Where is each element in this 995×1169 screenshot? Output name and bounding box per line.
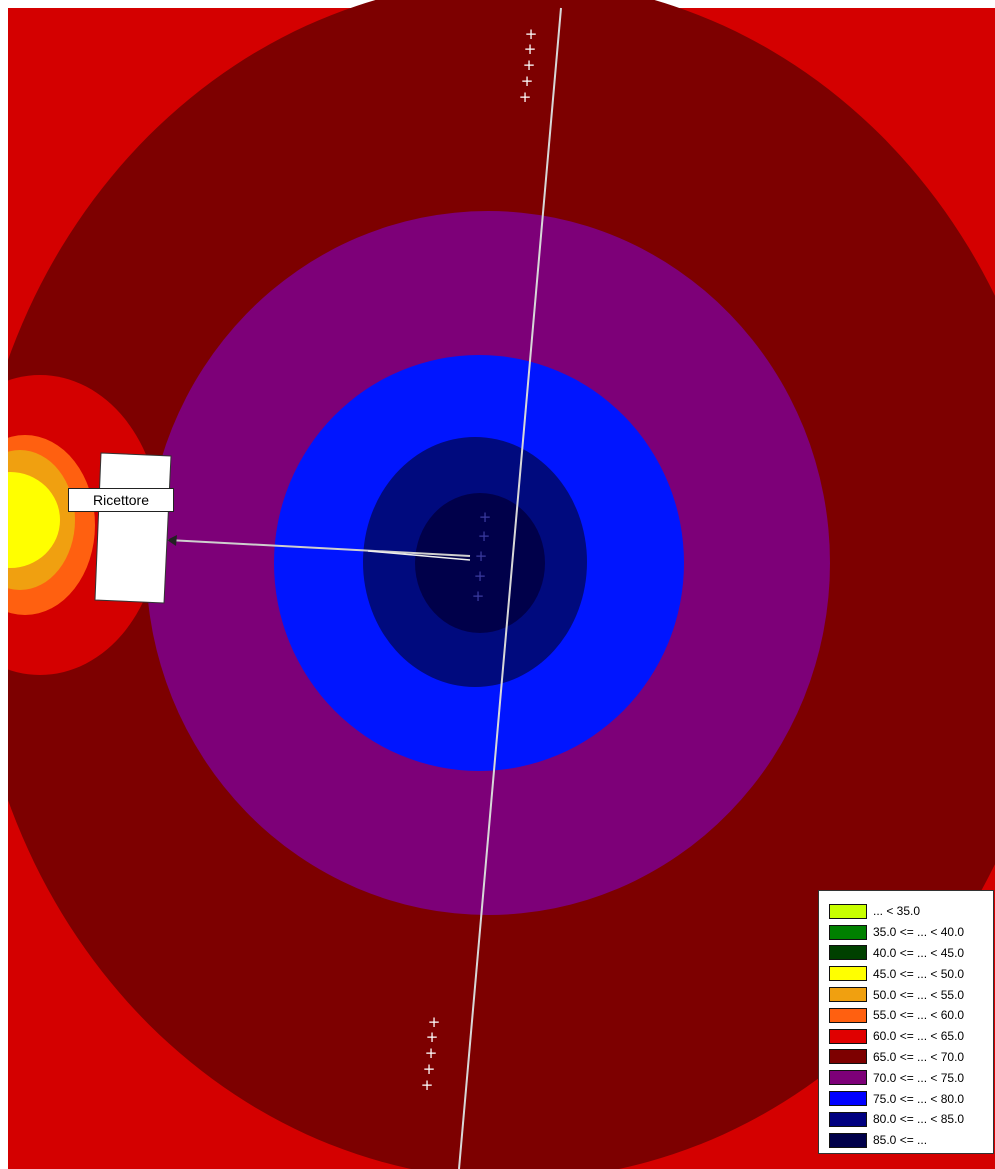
contour-band-45-50 xyxy=(0,472,60,568)
legend-item: 35.0 <= ... < 40.0 xyxy=(829,922,993,943)
source-marker: + xyxy=(524,40,537,58)
legend-swatch xyxy=(829,966,867,982)
source-markers-bottom: +++++ xyxy=(421,1013,441,1094)
source-marker: + xyxy=(423,1060,436,1078)
legend-item: 85.0 <= ... xyxy=(829,1130,993,1151)
legend-item: 60.0 <= ... < 65.0 xyxy=(829,1026,993,1047)
legend-item: 65.0 <= ... < 70.0 xyxy=(829,1047,993,1068)
legend-swatch xyxy=(829,924,867,940)
left-border xyxy=(0,0,8,1169)
legend-label: 35.0 <= ... < 40.0 xyxy=(873,925,965,940)
source-marker: + xyxy=(474,567,487,585)
source-markers-top: +++++ xyxy=(519,25,538,106)
receiver-label[interactable]: Ricettore xyxy=(68,488,174,512)
legend-label: 55.0 <= ... < 60.0 xyxy=(873,1008,965,1023)
legend-swatch xyxy=(829,1070,867,1086)
source-marker: + xyxy=(475,547,488,565)
legend-label: 85.0 <= ... xyxy=(873,1133,928,1148)
legend-swatch xyxy=(829,1007,867,1023)
legend-swatch xyxy=(829,1028,867,1044)
legend-item: 40.0 <= ... < 45.0 xyxy=(829,943,993,964)
propagation-path-double xyxy=(367,550,471,561)
source-markers-center: +++++ xyxy=(472,508,492,605)
source-marker: + xyxy=(426,1028,439,1046)
source-marker: + xyxy=(472,587,485,605)
receiver-building[interactable] xyxy=(94,452,172,604)
legend-item: 50.0 <= ... < 55.0 xyxy=(829,984,993,1005)
propagation-path xyxy=(167,539,471,557)
legend-item: 55.0 <= ... < 60.0 xyxy=(829,1005,993,1026)
legend-item: 80.0 <= ... < 85.0 xyxy=(829,1109,993,1130)
legend-swatch xyxy=(829,1049,867,1065)
legend-swatch xyxy=(829,987,867,1003)
legend-swatch xyxy=(829,1111,867,1127)
legend-swatch xyxy=(829,903,867,919)
legend-item: 75.0 <= ... < 80.0 xyxy=(829,1088,993,1109)
legend-swatch xyxy=(829,945,867,961)
legend-swatch xyxy=(829,1091,867,1107)
legend: ... < 35.0 35.0 <= ... < 40.0 40.0 <= ... … xyxy=(818,890,994,1154)
source-marker: + xyxy=(523,56,536,74)
contour-band-85-up xyxy=(415,493,545,633)
legend-item: 70.0 <= ... < 75.0 xyxy=(829,1067,993,1088)
legend-label: 75.0 <= ... < 80.0 xyxy=(873,1091,965,1106)
legend-label: 70.0 <= ... < 75.0 xyxy=(873,1070,965,1085)
legend-label: 40.0 <= ... < 45.0 xyxy=(873,945,965,960)
legend-label: 65.0 <= ... < 70.0 xyxy=(873,1049,965,1064)
source-marker: + xyxy=(421,1076,434,1094)
legend-item: 45.0 <= ... < 50.0 xyxy=(829,963,993,984)
legend-label: 50.0 <= ... < 55.0 xyxy=(873,987,965,1002)
legend-swatch xyxy=(829,1132,867,1148)
legend-label: 45.0 <= ... < 50.0 xyxy=(873,966,965,981)
arrow-head-icon xyxy=(167,535,177,546)
source-marker: + xyxy=(525,25,538,43)
source-marker: + xyxy=(478,527,491,545)
source-marker: + xyxy=(479,508,492,526)
source-marker: + xyxy=(521,72,534,90)
legend-label: 80.0 <= ... < 85.0 xyxy=(873,1112,965,1127)
source-marker: + xyxy=(519,88,532,106)
road-line[interactable] xyxy=(458,7,562,1169)
legend-label: 60.0 <= ... < 65.0 xyxy=(873,1029,965,1044)
legend-label: ... < 35.0 xyxy=(873,904,921,919)
legend-item: ... < 35.0 xyxy=(829,901,993,922)
source-marker: + xyxy=(425,1044,438,1062)
source-marker: + xyxy=(428,1013,441,1031)
